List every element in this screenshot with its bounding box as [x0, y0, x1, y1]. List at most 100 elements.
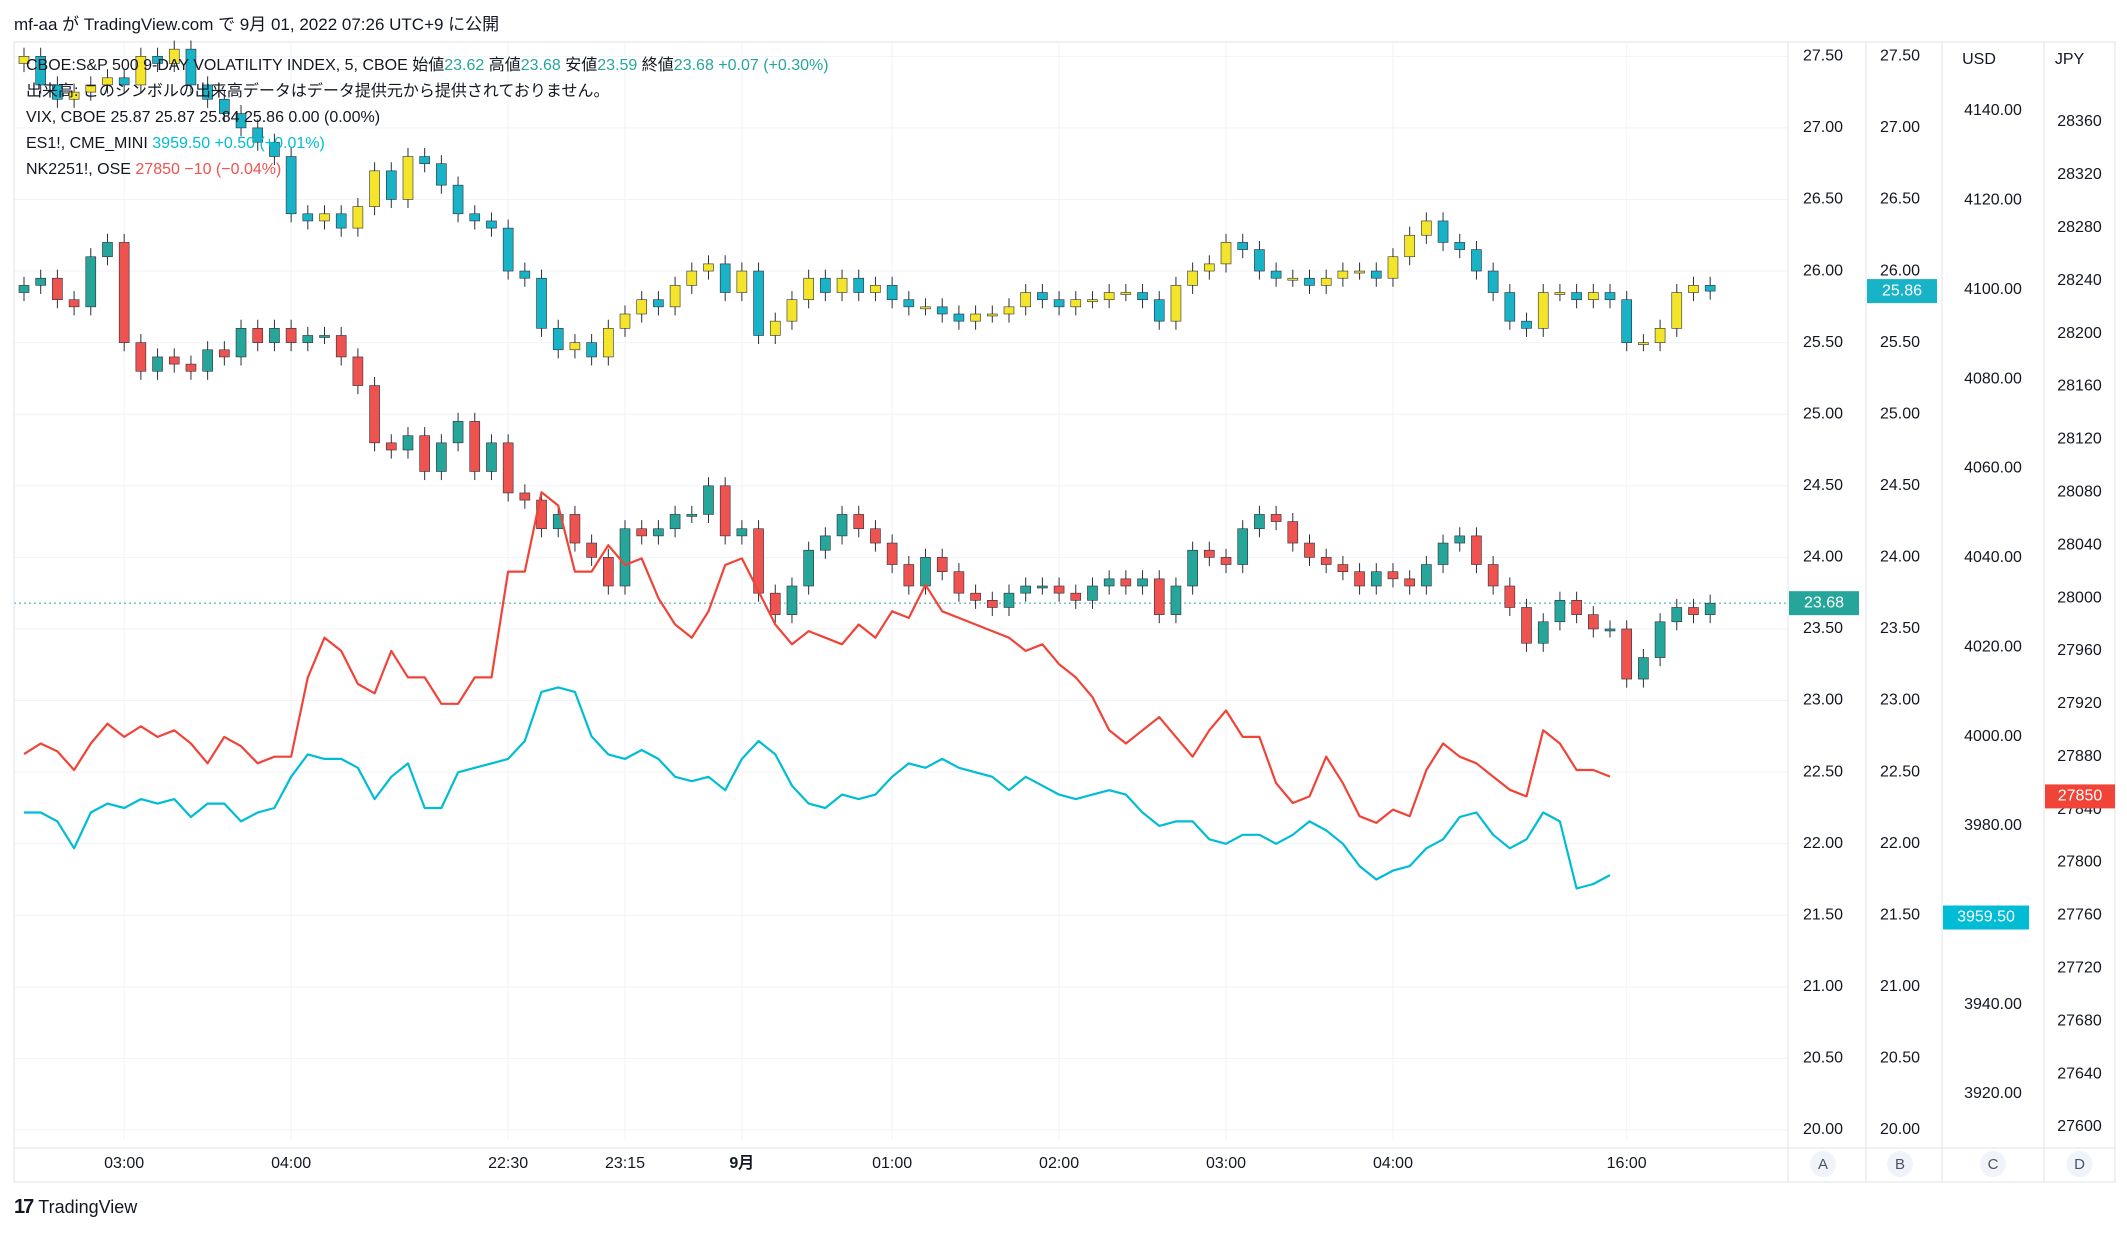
es-series-line [24, 686, 1611, 890]
legend-row-nk[interactable]: NK2251!, OSE 27850 −10 (−0.04%) [26, 157, 829, 183]
vix9d-candle [1187, 549, 1198, 587]
vix9d-candle [1638, 657, 1649, 680]
axis-b-tick: 22.50 [1880, 763, 1920, 780]
axis-c-tick: 4000.00 [1964, 728, 2022, 745]
tradingview-logo-icon: 17 [14, 1196, 34, 1218]
vix9d-candle [352, 356, 364, 386]
axis-d-tick: 28000 [2057, 589, 2102, 606]
vix-candle [870, 285, 881, 293]
vix-candle [1337, 270, 1349, 279]
vix-candle [1604, 292, 1616, 300]
vix9d-candle [619, 528, 631, 587]
vix-candle [920, 306, 931, 310]
axis-a-last-badge-bg [1789, 591, 1859, 616]
vix9d-candle [1671, 607, 1683, 623]
vix-candle [1437, 220, 1449, 243]
vix9d-candle [1387, 571, 1399, 580]
time-tick-label: 22:30 [488, 1155, 528, 1172]
axis-d-tick: 27920 [2057, 695, 2102, 712]
legend-close-value: 23.68 [673, 57, 714, 74]
vix9d-candle [486, 442, 497, 472]
time-tick-label: 03:00 [104, 1155, 144, 1172]
chart-border [13, 41, 2116, 1183]
time-tick-label: 23:15 [605, 1155, 645, 1172]
vix-candle [686, 270, 698, 286]
vix9d-candle [335, 335, 347, 358]
axis-a-tick: 22.50 [1803, 763, 1843, 780]
axis-a-tick: 26.50 [1803, 191, 1843, 208]
legend-open-label: 始値 [412, 57, 445, 74]
axis-d-tick: 27760 [2057, 907, 2102, 924]
vix9d-candle [936, 557, 948, 572]
axis-b-tick: 27.00 [1880, 119, 1920, 136]
legend-row-main[interactable]: CBOE:S&P 500 9-DAY VOLATILITY INDEX, 5, … [26, 53, 829, 79]
tradingview-footer[interactable]: 17 TradingView [14, 1196, 137, 1219]
vix-candle [653, 299, 664, 308]
vix-candle [1571, 292, 1582, 300]
vix-candle [1103, 292, 1115, 300]
vix9d-candle [903, 564, 915, 587]
time-tick-label: 02:00 [1039, 1155, 1079, 1172]
axis-a-tick: 20.00 [1803, 1121, 1843, 1138]
vix-candle [52, 84, 63, 100]
vix9d-candle [369, 385, 380, 444]
vix-candle [1037, 292, 1048, 300]
legend-row-vix[interactable]: VIX, CBOE 25.87 25.87 25.84 25.86 0.00 (… [26, 105, 829, 131]
vix-candle [202, 84, 213, 100]
vix9d-candle [820, 535, 831, 551]
vix-candle [1537, 292, 1549, 329]
vix-candles [18, 40, 1716, 366]
axis-d-tick: 27600 [2057, 1118, 2102, 1135]
axis-a-tick: 25.50 [1803, 334, 1843, 351]
vix-candle [486, 220, 497, 229]
axis-a-tick: 27.00 [1803, 119, 1843, 136]
vix-candle [1654, 328, 1666, 343]
vix-candle [1554, 292, 1566, 295]
vix9d-candle [1170, 585, 1182, 615]
vix9d-candle [1337, 564, 1349, 572]
time-tick-label: 03:00 [1206, 1155, 1246, 1172]
vix9d-candle [118, 242, 130, 343]
vix-candle [235, 113, 247, 129]
vix-candle [636, 299, 648, 315]
vix-candle [335, 213, 347, 229]
vix9d-candle [1220, 557, 1232, 565]
vix-candle [986, 313, 998, 317]
vix9d-candle [953, 571, 965, 594]
vix-candle [1504, 292, 1516, 322]
axis-d-last-badge-bg [2045, 784, 2115, 809]
vix9d-candle [886, 542, 898, 565]
vix-candle [569, 342, 581, 351]
axis-b-tick: 21.00 [1880, 978, 1920, 995]
vix-candle [219, 98, 230, 114]
tradingview-brand: TradingView [38, 1197, 138, 1217]
vix-candle [369, 170, 380, 207]
axis-letter-badge [1887, 1151, 1913, 1177]
axis-a-tick: 27.50 [1803, 48, 1843, 65]
vix9d-candle [402, 435, 414, 451]
axis-d-tick: 28160 [2057, 378, 2102, 395]
vix9d-candle [18, 285, 30, 293]
vix9d-candle [1320, 557, 1332, 565]
vix9d-candle [1087, 585, 1098, 601]
axis-b-tick: 20.00 [1880, 1121, 1920, 1138]
axis-a-tick: 25.00 [1803, 405, 1843, 422]
vix-candle [1638, 342, 1649, 345]
vix9d-candle [1504, 585, 1516, 608]
vix9d-candle [52, 277, 63, 300]
vix-candle [252, 127, 264, 143]
vix-candle [1387, 256, 1399, 279]
vix9d-candle [870, 528, 881, 544]
legend-row-es[interactable]: ES1!, CME_MINI 3959.50 +0.50 (+0.01%) [26, 131, 829, 157]
axis-d-tick: 27680 [2057, 1012, 2102, 1029]
vix9d-candle [102, 242, 113, 258]
axis-b-last-badge-bg [1867, 279, 1937, 304]
axis-b-tick: 26.00 [1880, 262, 1920, 279]
legend-close-label: 終値 [641, 57, 674, 74]
vix9d-candle [1370, 571, 1382, 587]
vix-candle [786, 299, 798, 322]
vix-candle [385, 170, 397, 200]
vix-candle [1254, 249, 1265, 272]
vix9d-candle [1304, 542, 1315, 558]
